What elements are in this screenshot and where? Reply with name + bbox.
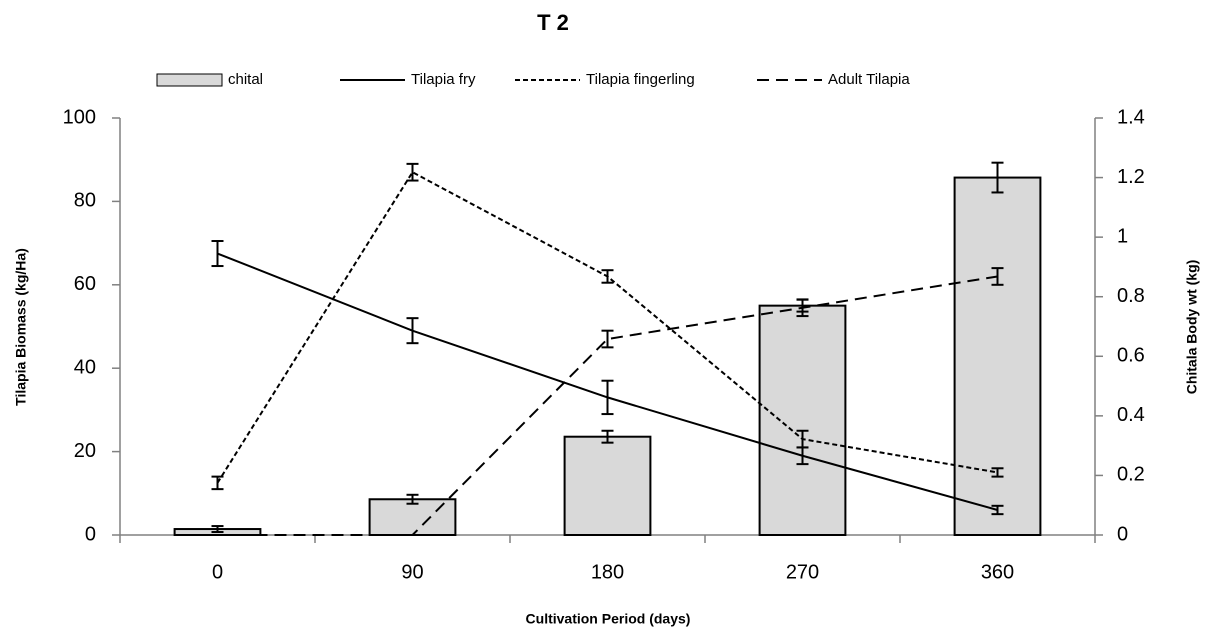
y2-tick-label: 1.4: [1117, 106, 1145, 128]
y2-tick-label: 1.2: [1117, 166, 1145, 188]
y2-tick-label: 1: [1117, 225, 1128, 247]
error-bar: [211, 525, 224, 534]
legend-swatch: [156, 73, 223, 87]
y2-tick-label: 0.2: [1117, 464, 1145, 486]
y2-axis-title: Chitala Body wt (kg): [1184, 260, 1200, 395]
x-axis-title: Cultivation Period (days): [526, 611, 691, 627]
chart-title: T 2: [537, 10, 569, 35]
error-bar: [796, 429, 809, 449]
y2-tick-label: 0: [1117, 523, 1128, 545]
error-bar: [601, 329, 614, 349]
legend-label: Adult Tilapia: [828, 71, 910, 88]
x-tick-label: 180: [591, 561, 624, 583]
y2-tick-label: 0.4: [1117, 404, 1145, 426]
error-bar: [796, 298, 809, 318]
error-bar: [211, 475, 224, 491]
y-tick-label: 80: [74, 190, 96, 212]
y2-tick-label: 0.8: [1117, 285, 1145, 307]
error-bar: [991, 467, 1004, 478]
legend-label: Tilapia fingerling: [586, 71, 695, 88]
x-tick-label: 0: [212, 561, 223, 583]
error-bar: [601, 269, 614, 284]
y-tick-label: 100: [63, 106, 96, 128]
y-tick-label: 0: [85, 523, 96, 545]
error-bar: [406, 493, 419, 505]
legend-label: Tilapia fry: [411, 71, 476, 88]
x-tick-label: 90: [401, 561, 423, 583]
y2-tick-label: 0.6: [1117, 345, 1145, 367]
y-axis-title: Tilapia Biomass (kg/Ha): [13, 248, 29, 406]
error-bar: [211, 240, 224, 268]
error-bar: [406, 317, 419, 345]
y-tick-label: 40: [74, 356, 96, 378]
error-bar: [991, 267, 1004, 286]
error-bar: [601, 429, 614, 444]
legend-label: chital: [228, 71, 263, 88]
error-bar: [991, 161, 1004, 194]
error-bar: [406, 162, 419, 182]
y-tick-label: 20: [74, 440, 96, 462]
y-tick-label: 60: [74, 273, 96, 295]
bar: [758, 304, 847, 536]
error-bar: [991, 504, 1004, 516]
error-bar: [601, 379, 614, 416]
bar: [563, 435, 652, 537]
x-tick-label: 270: [786, 561, 819, 583]
bar: [953, 176, 1042, 536]
x-tick-label: 360: [981, 561, 1014, 583]
